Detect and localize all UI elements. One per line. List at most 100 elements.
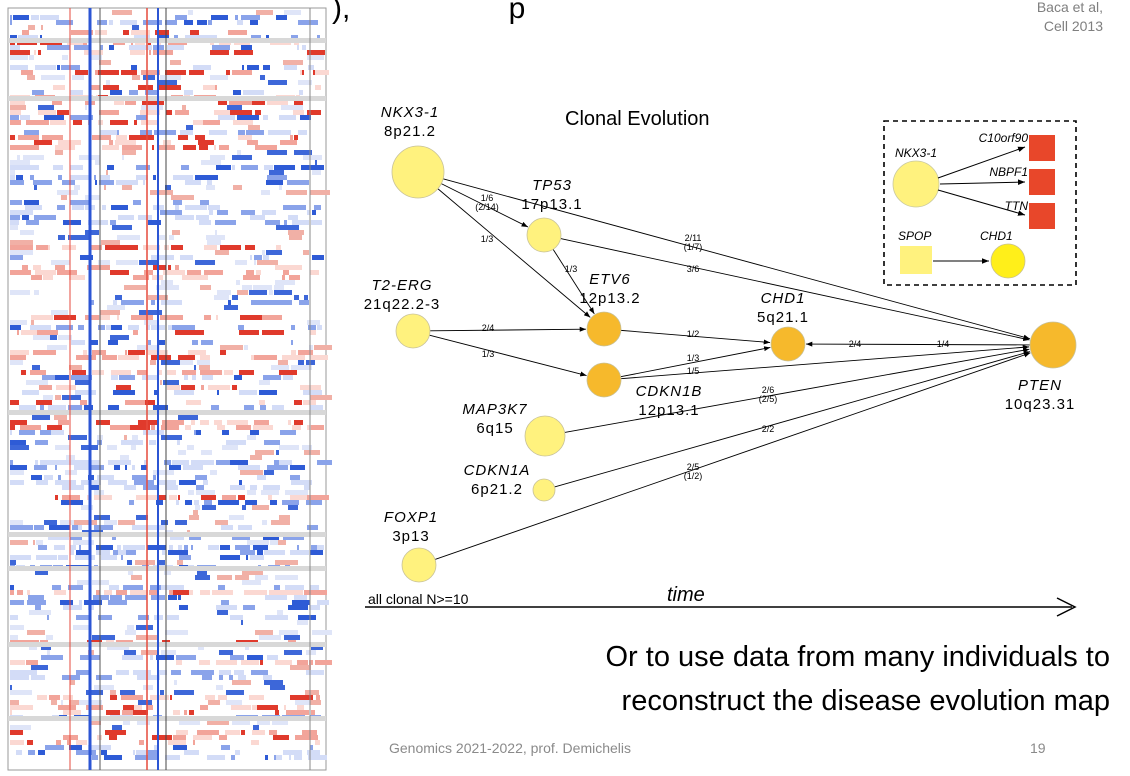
edge-label-pten-chd1: 2/4 [849, 339, 862, 349]
edge-tp53-etv6 [552, 249, 595, 315]
node-name-cdkn1b: CDKN1B [636, 383, 703, 400]
node-name-chd1: CHD1 [761, 290, 806, 307]
edge-cdkn1b-pten [620, 344, 1030, 380]
node-locus-etv6: 12p13.2 [579, 290, 640, 307]
legend-nkx-label: NKX3-1 [895, 146, 937, 160]
legend-target-3: TTN [1005, 199, 1029, 213]
node-name-map3k7: MAP3K7 [462, 401, 527, 418]
slide-title-fragment: ), p [332, 0, 525, 26]
node-locus-pten: 10q23.31 [1005, 396, 1076, 413]
edge-foxp1-pten [434, 352, 1031, 560]
legend-chd1-label: CHD1 [980, 229, 1013, 243]
node-locus-tp53: 17p13.1 [521, 196, 582, 213]
legend-target-2: NBPF1 [989, 165, 1028, 179]
edge-nkx-pten [442, 178, 1030, 340]
edge-label-foxp1-pten: 2/5 [687, 462, 700, 472]
heatmap-band-4 [8, 566, 326, 571]
legend-spop-label: SPOP [898, 229, 931, 243]
edge-t2erg-cdkn1b [429, 334, 587, 377]
legend-edge-3 [937, 189, 1026, 216]
legend-target-1-box [1029, 135, 1055, 161]
heatmap-band-0 [8, 38, 326, 43]
caption-line-2: reconstruct the disease evolution map [621, 685, 1110, 717]
edge-nkx-tp53 [441, 183, 529, 228]
edge-label-cdkn1b-chd1: 1/3 [687, 353, 700, 363]
footer-course: Genomics 2021-2022, prof. Demichelis [389, 740, 632, 756]
edge-label-secondary-foxp1-pten: (1/2) [684, 471, 703, 481]
legend-box: NKX3-1 C10orf90 NBPF1 TTN SPOP CHD1 [883, 120, 1077, 286]
citation: Baca et al, Cell 2013 [963, 0, 1103, 36]
legend-target-3-box [1029, 203, 1055, 229]
edge-t2erg-etv6 [429, 326, 587, 332]
node-name-cdkn1a: CDKN1A [464, 462, 531, 479]
legend-frame [883, 120, 1077, 286]
heatmap-band-5 [8, 642, 326, 647]
node-tp53 [526, 217, 562, 253]
citation-line-2: Cell 2013 [1043, 18, 1103, 34]
legend-target-1: C10orf90 [979, 131, 1029, 145]
edge-label-secondary-nkx-pten: (1/7) [684, 242, 703, 252]
node-name-etv6: ETV6 [589, 271, 631, 288]
legend-nkx-node [892, 160, 940, 208]
caption-line-1: Or to use data from many individuals to [605, 641, 1110, 673]
edge-pten-chd1 [805, 341, 1031, 347]
node-cdkn1b [586, 362, 622, 398]
edge-label-tp53-pten: 3/6 [687, 264, 700, 274]
diagram-title: Clonal Evolution [565, 108, 710, 130]
edge-cdkn1a-pten [554, 350, 1031, 488]
edge-label-tp53-etv6: 1/3 [565, 264, 578, 274]
edge-cdkn1b-chd1 [620, 346, 771, 378]
edge-map3k7-pten [564, 347, 1030, 433]
edge-label-secondary-nkx-tp53: (2/14) [475, 202, 499, 212]
node-foxp1 [401, 547, 437, 583]
node-name-pten: PTEN [1018, 377, 1062, 394]
edge-nkx-etv6 [437, 188, 591, 318]
heatmap-band-2 [8, 410, 326, 415]
edge-label-nkx-etv6: 1/3 [481, 234, 494, 244]
axis-time-label: time [667, 584, 705, 606]
edge-label-b-pten-chd1: 1/4 [937, 339, 950, 349]
edge-label-etv6-chd1: 1/2 [687, 329, 700, 339]
heatmap-chromosome-lines [69, 8, 311, 770]
legend-chd1-node [990, 243, 1026, 279]
edge-label-t2erg-etv6: 2/4 [482, 323, 495, 333]
title-fragment-a: ), [332, 0, 359, 25]
edge-label-nkx-tp53: 1/6 [481, 193, 494, 203]
footer-page-number: 19 [1030, 740, 1046, 756]
node-pten [1029, 321, 1077, 369]
heatmap-band-6 [8, 716, 326, 721]
title-fragment-b: p [508, 0, 526, 25]
edge-label-nkx-pten: 2/11 [685, 233, 702, 243]
node-locus-t2erg: 21q22.2-3 [364, 296, 441, 313]
node-t2erg [395, 313, 431, 349]
node-locus-chd1: 5q21.1 [757, 309, 809, 326]
heatmap-band-3 [8, 532, 326, 537]
node-name-nkx: NKX3-1 [381, 104, 440, 121]
legend-edge-1 [937, 146, 1026, 179]
node-locus-nkx: 8p21.2 [384, 123, 436, 140]
heatmap-band-1 [8, 96, 326, 101]
node-name-t2erg: T2-ERG [371, 277, 432, 294]
axis-left-label: all clonal N>=10 [368, 591, 469, 607]
legend-spop-box [900, 246, 932, 274]
time-axis-arrowhead [1056, 597, 1077, 617]
node-etv6 [586, 311, 622, 347]
legend-target-2-box [1029, 169, 1055, 195]
edge-tp53-pten [560, 238, 1030, 342]
edge-label-cdkn1a-pten: 2/2 [762, 424, 775, 434]
edge-label-t2erg-cdkn1b: 1/3 [482, 349, 495, 359]
legend-edge-2 [939, 179, 1026, 185]
node-name-tp53: TP53 [532, 177, 572, 194]
node-locus-foxp1: 3p13 [392, 528, 429, 545]
node-map3k7 [524, 415, 566, 457]
node-name-foxp1: FOXP1 [384, 509, 438, 526]
edge-label-cdkn1b-pten: 1/5 [687, 366, 700, 376]
edge-label-map3k7-pten: 2/6 [762, 385, 775, 395]
node-nkx [391, 145, 445, 199]
node-cdkn1a [532, 478, 556, 502]
node-chd1 [770, 326, 806, 362]
citation-line-1: Baca et al, [1036, 0, 1103, 15]
copy-number-heatmap [7, 7, 332, 771]
edge-label-secondary-map3k7-pten: (2/5) [759, 394, 778, 404]
